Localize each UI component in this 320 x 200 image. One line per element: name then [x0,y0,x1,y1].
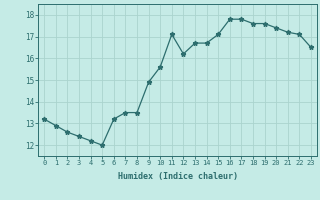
X-axis label: Humidex (Indice chaleur): Humidex (Indice chaleur) [118,172,238,181]
